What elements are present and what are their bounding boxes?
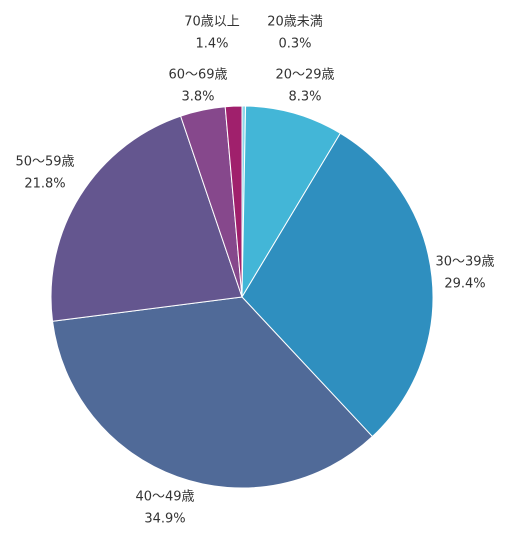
slice-label: 20歳未満 [267, 15, 323, 30]
slice-value-label: 0.3% [278, 37, 311, 52]
slice-label: 70歳以上 [184, 15, 240, 30]
slice-label: 30～39歳 [435, 255, 494, 270]
pie-slice [50, 115, 243, 322]
slice-label: 60～69歳 [168, 68, 227, 83]
pie-slice [241, 132, 434, 438]
slice-value-label: 8.3% [288, 90, 321, 105]
slice-label: 40～49歳 [135, 490, 194, 505]
slice-label: 50～59歳 [15, 155, 74, 170]
slice-label: 20～29歳 [275, 68, 334, 83]
pie-slice [241, 105, 342, 299]
pie-slice [224, 105, 243, 298]
pie-slice [51, 296, 374, 489]
slice-value-label: 34.9% [144, 512, 185, 527]
slice-value-label: 3.8% [181, 90, 214, 105]
slice-value-label: 1.4% [195, 37, 228, 52]
slice-value-label: 21.8% [24, 177, 65, 192]
slice-value-label: 29.4% [444, 277, 485, 292]
